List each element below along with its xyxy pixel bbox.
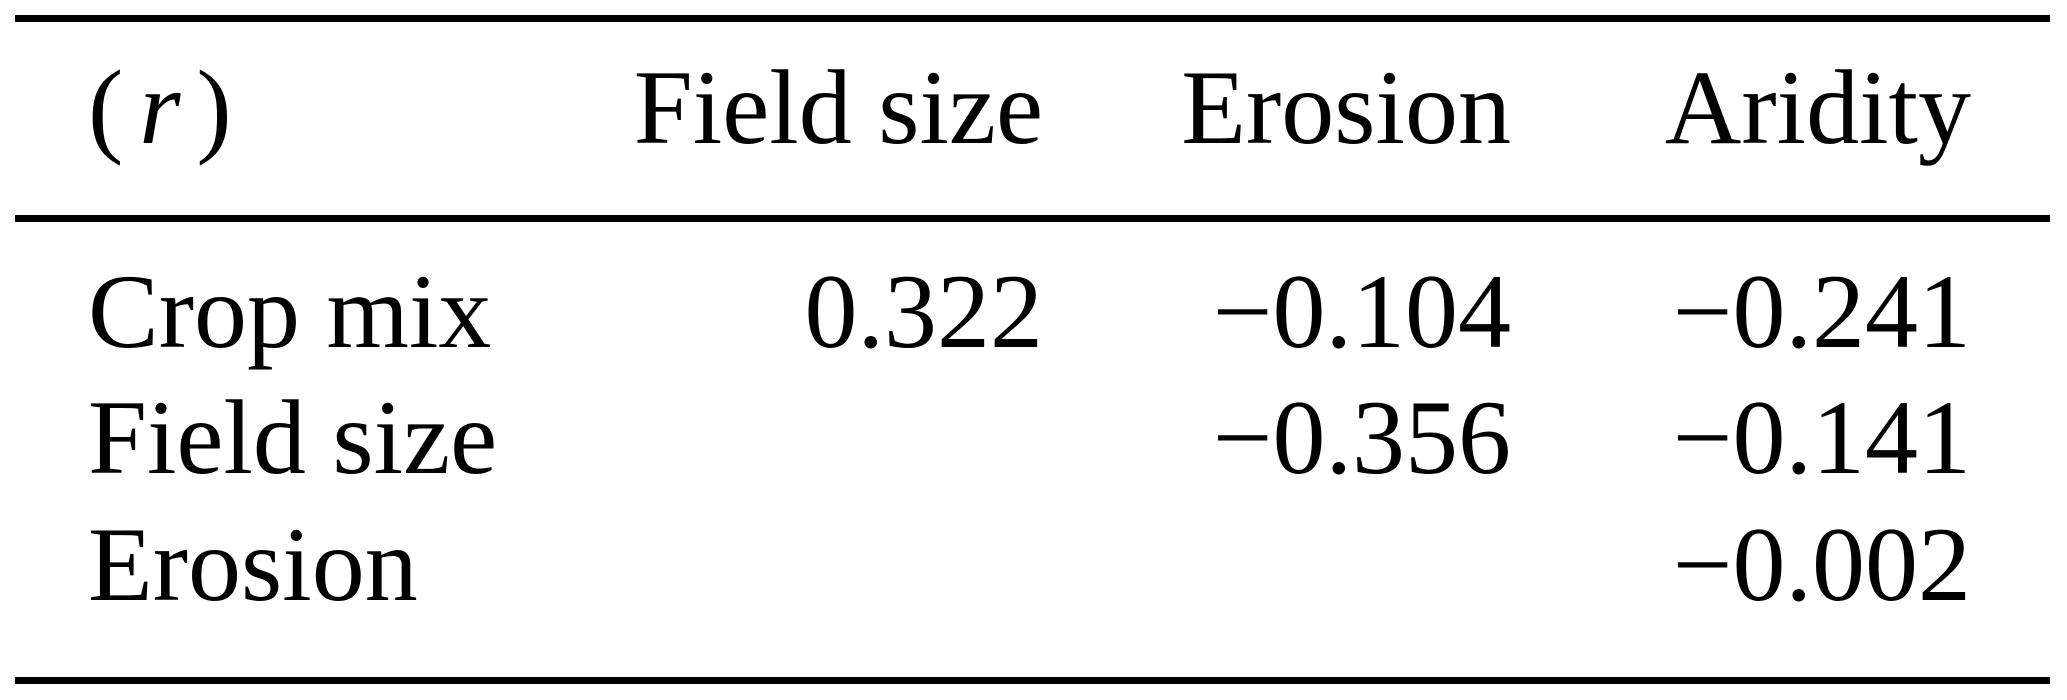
table-row-erosion: Erosion −0.002 [88,512,1971,618]
header-erosion: Erosion [1181,49,1511,166]
cell-erosion-field-size [633,512,1043,618]
header-field-size: Field size [633,49,1043,166]
cell-crop-mix-field-size: 0.322 [804,253,1044,370]
cell-erosion-erosion [1043,512,1511,618]
table-row-field-size: Field size −0.356 −0.141 [88,385,1971,491]
cell-field-size-erosion: −0.356 [1212,379,1511,496]
cell-crop-mix-erosion: −0.104 [1212,253,1511,370]
row-label-field-size: Field size [88,379,498,496]
cell-crop-mix-aridity: −0.241 [1672,253,1971,370]
cell-field-size-field-size [633,385,1043,491]
header-aridity: Aridity [1664,49,1971,166]
paren-open: ( [88,49,124,166]
table-header-row: (r) Field size Erosion Aridity [88,55,1971,161]
header-corner-r: (r) [88,55,633,161]
row-label-crop-mix: Crop mix [88,253,492,370]
cell-erosion-aridity: −0.002 [1672,506,1971,623]
row-label-erosion: Erosion [88,506,418,623]
cell-field-size-aridity: −0.141 [1672,379,1971,496]
table-bottom-rule [15,677,2050,684]
table-mid-rule [15,215,2050,222]
r-variable: r [139,49,181,166]
table-top-rule [15,15,2050,22]
table-row-crop-mix: Crop mix 0.322 −0.104 −0.241 [88,259,1971,365]
paren-close: ) [196,49,232,166]
